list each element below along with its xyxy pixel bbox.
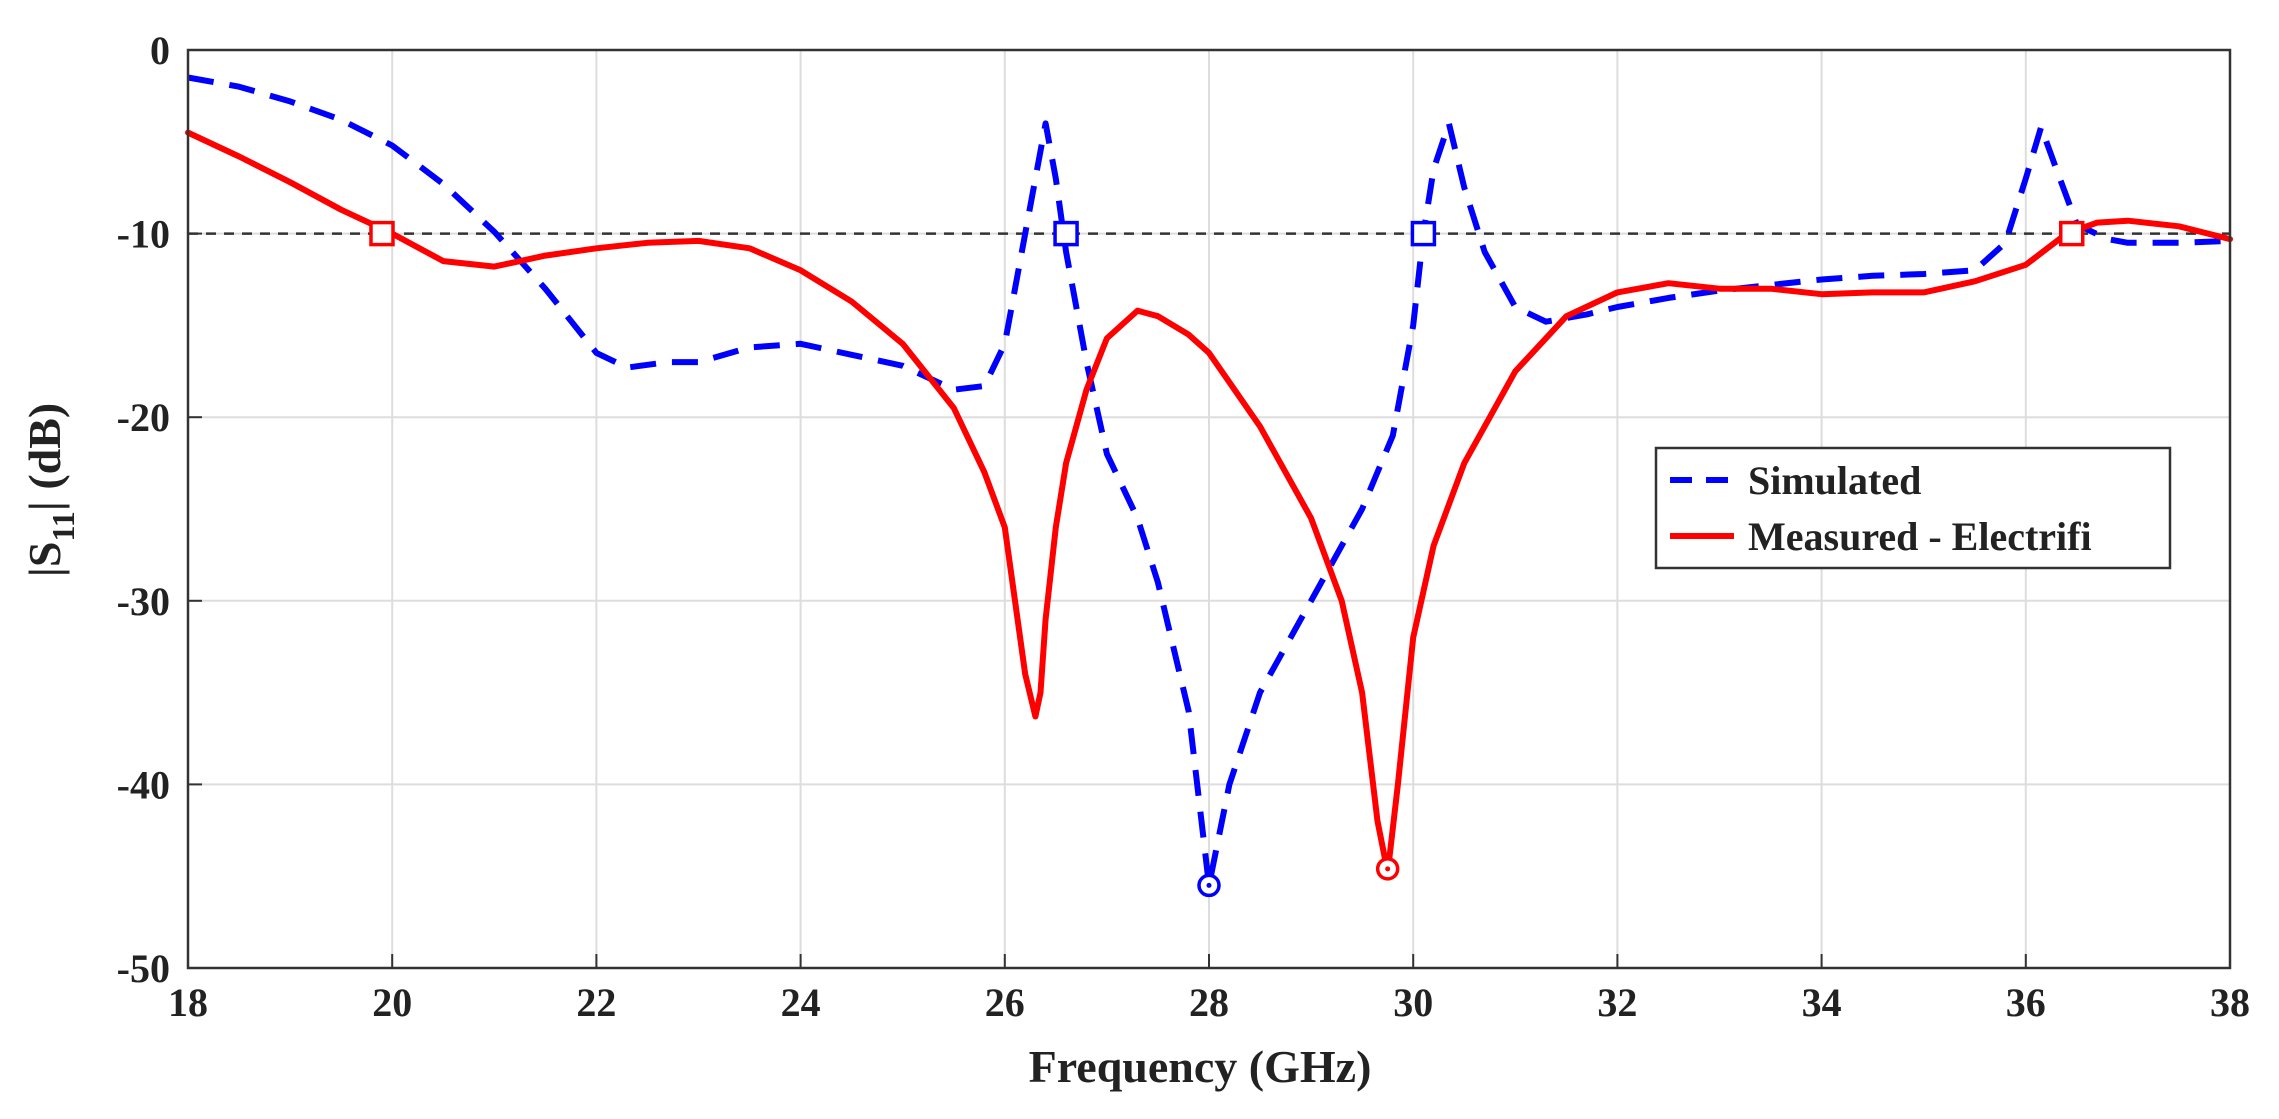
x-tick-label: 28 [1189, 980, 1229, 1025]
series-line-measured [185, 129, 2233, 876]
marker-square [1410, 220, 1437, 247]
x-tick-label: 26 [985, 980, 1025, 1025]
x-tick-label: 18 [168, 980, 208, 1025]
y-axis-label-main: |S [19, 542, 70, 578]
y-tick-label: -40 [117, 762, 170, 807]
marker-circle-dot [1206, 882, 1212, 888]
x-tick-label: 24 [781, 980, 821, 1025]
x-tick-label: 30 [1393, 980, 1433, 1025]
y-tick-label: -10 [117, 212, 170, 257]
legend-box [1654, 446, 2172, 570]
x-tick-label: 20 [372, 980, 412, 1025]
marker-square [1053, 220, 1079, 247]
legend: Simulated Measured - Electrifi [1654, 446, 2172, 570]
series-layer [185, 74, 2233, 898]
legend-label: Simulated [1748, 458, 1921, 503]
y-tick-label: -50 [117, 946, 170, 991]
y-tick-label: -30 [117, 579, 170, 624]
y-tick-label: -20 [117, 395, 170, 440]
series-line-simulated [187, 74, 2231, 889]
marker-circle-dot [1385, 866, 1391, 872]
marker-square [2058, 220, 2085, 247]
legend-label: Measured - Electrifi [1748, 514, 2092, 559]
x-tick-label: 34 [1802, 980, 1842, 1025]
y-axis-label-sub: 11 [45, 511, 81, 541]
axes: 18 20 22 24 26 28 30 32 34 36 38 0 -10 -20 -30 -40 -50 [117, 28, 2250, 1025]
x-axis-label: Frequency (GHz) [1029, 1041, 1372, 1092]
x-tick-label: 22 [576, 980, 616, 1025]
y-tick-label: 0 [150, 28, 170, 73]
y-axis-label-tail: | (dB) [19, 403, 70, 512]
x-tick-label: 36 [2006, 980, 2046, 1025]
y-axis-label: |S11| (dB) [19, 403, 81, 577]
x-tick-label: 32 [1597, 980, 1637, 1025]
x-tick-label: 38 [2210, 980, 2250, 1025]
marker-square [369, 220, 395, 247]
